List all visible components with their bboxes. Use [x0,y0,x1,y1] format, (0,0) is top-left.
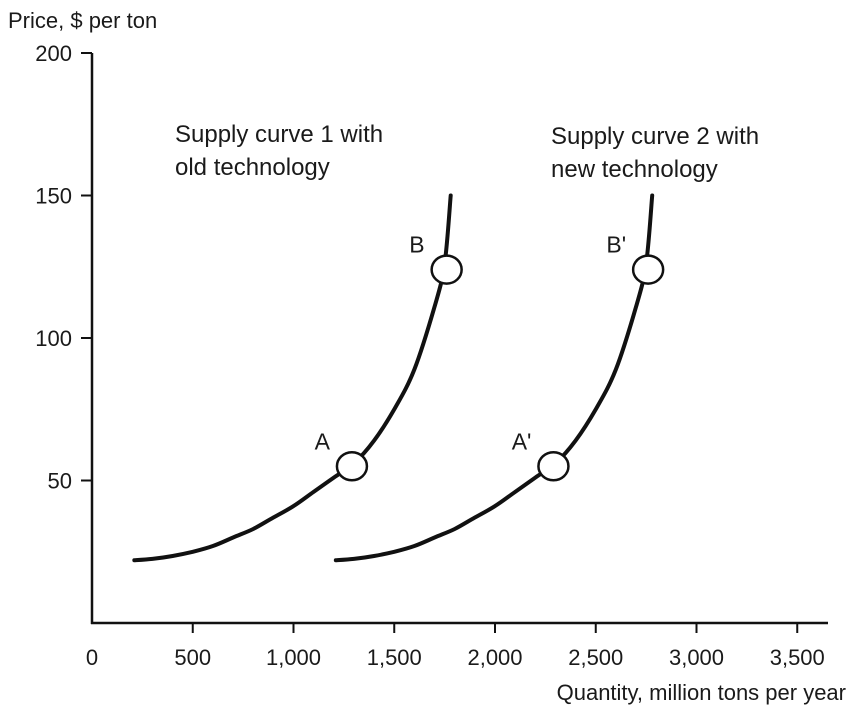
y-tick-label: 150 [35,184,72,209]
supply-curve-2 [333,193,655,563]
y-tick-label: 50 [48,469,72,494]
supply-curve-1-label: Supply curve 1 with [175,121,383,148]
point-label: B' [606,232,626,258]
x-tick-label: 3,000 [669,645,724,670]
point-label: A [315,428,331,454]
x-axis-label: Quantity, million tons per year [557,680,846,705]
y-axis-label: Price, $ per ton [8,8,157,33]
x-tick-label: 2,000 [467,645,522,670]
supply-curve-1 [132,193,453,563]
point-label: A' [512,428,532,454]
point-marker [335,451,369,482]
x-tick-label: 500 [174,645,211,670]
x-tick-label: 1,000 [266,645,321,670]
x-tick-label: 3,500 [770,645,825,670]
supply-curve-1-label: old technology [175,154,330,181]
y-tick-label: 200 [35,41,72,66]
supply-curve-2-label: Supply curve 2 with [551,123,759,150]
y-tick-label: 100 [35,326,72,351]
point-marker [631,254,665,285]
x-tick-label: 1,500 [367,645,422,670]
x-tick-label: 0 [86,645,98,670]
point-marker [537,451,570,482]
x-tick-label: 2,500 [568,645,623,670]
point-marker [430,254,463,285]
point-label: B [409,232,424,258]
supply-curve-2-label: new technology [551,156,718,183]
